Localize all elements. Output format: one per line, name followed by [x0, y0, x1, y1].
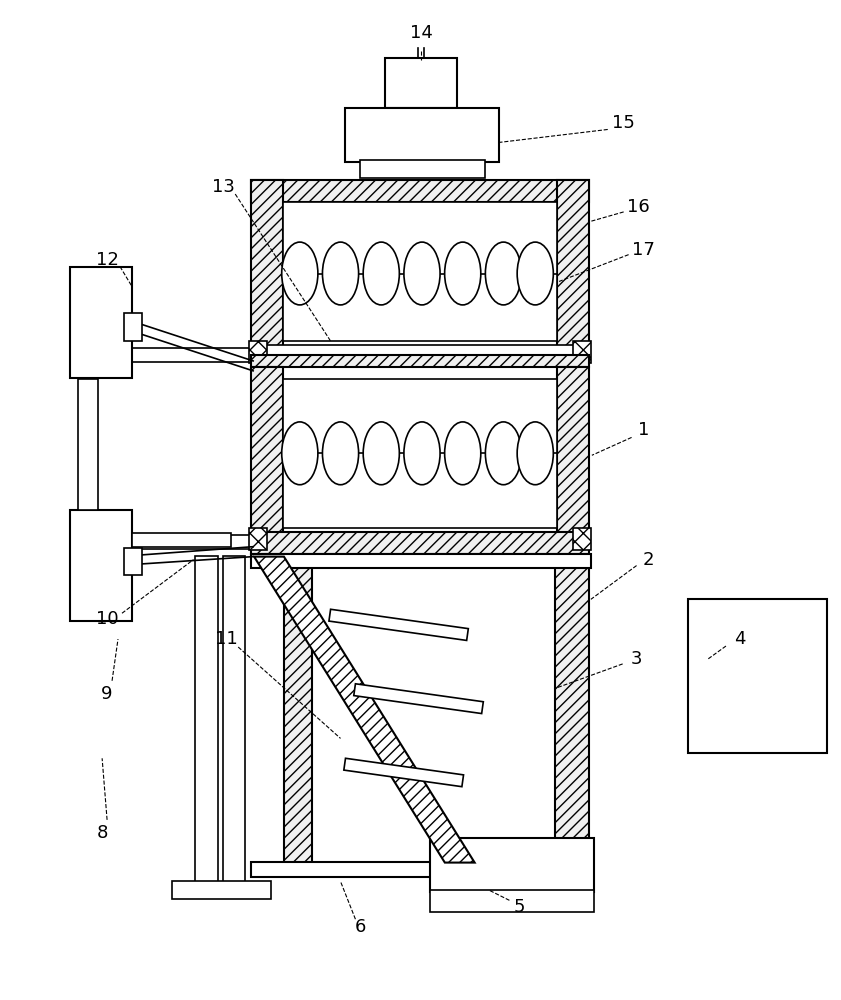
Text: 12: 12 — [96, 251, 119, 269]
Bar — [251, 180, 283, 347]
Bar — [194, 556, 219, 883]
Text: 15: 15 — [612, 114, 635, 132]
Bar — [557, 367, 589, 534]
Ellipse shape — [282, 422, 318, 485]
Bar — [132, 535, 251, 549]
Bar — [251, 355, 589, 367]
Ellipse shape — [322, 242, 358, 305]
Polygon shape — [329, 609, 468, 640]
Bar — [71, 267, 132, 378]
Text: 5: 5 — [514, 898, 525, 916]
Text: 10: 10 — [96, 610, 119, 628]
Bar — [573, 341, 591, 363]
Text: 11: 11 — [215, 630, 238, 648]
Bar — [224, 556, 246, 883]
Ellipse shape — [404, 242, 440, 305]
Ellipse shape — [363, 422, 399, 485]
Bar — [361, 160, 484, 178]
Bar — [172, 881, 271, 899]
Bar — [283, 202, 557, 341]
Bar — [124, 313, 142, 341]
Bar — [132, 533, 231, 547]
Bar — [555, 556, 589, 864]
Polygon shape — [344, 758, 463, 787]
Bar — [688, 599, 828, 753]
Bar — [251, 367, 283, 534]
Ellipse shape — [517, 422, 553, 485]
Bar — [251, 862, 591, 877]
Bar — [430, 838, 594, 892]
Ellipse shape — [282, 242, 318, 305]
Ellipse shape — [517, 242, 553, 305]
Ellipse shape — [485, 422, 521, 485]
Ellipse shape — [445, 422, 481, 485]
Text: 14: 14 — [410, 24, 432, 42]
Text: 1: 1 — [637, 421, 649, 439]
Bar — [573, 528, 591, 550]
Text: 9: 9 — [101, 685, 113, 703]
Polygon shape — [254, 557, 474, 863]
Polygon shape — [354, 684, 484, 714]
Text: 2: 2 — [643, 551, 654, 569]
Bar — [430, 890, 594, 912]
Bar — [249, 528, 267, 550]
Text: 4: 4 — [734, 630, 746, 648]
Text: 3: 3 — [631, 650, 643, 668]
Bar — [284, 556, 312, 864]
Bar — [124, 548, 142, 575]
Bar — [71, 510, 132, 621]
Bar — [78, 379, 98, 510]
Text: 13: 13 — [212, 178, 235, 196]
Bar — [249, 341, 267, 363]
Bar — [251, 554, 591, 568]
Text: 8: 8 — [97, 824, 108, 842]
Ellipse shape — [404, 422, 440, 485]
Text: 16: 16 — [627, 198, 650, 216]
Bar — [251, 345, 589, 355]
Bar — [132, 348, 251, 362]
Ellipse shape — [363, 242, 399, 305]
Text: 17: 17 — [632, 241, 655, 259]
Bar — [557, 180, 589, 347]
Ellipse shape — [322, 422, 358, 485]
Bar — [283, 379, 557, 528]
Bar — [251, 532, 589, 554]
Bar — [251, 180, 589, 202]
Ellipse shape — [485, 242, 521, 305]
Bar — [346, 108, 500, 162]
Ellipse shape — [445, 242, 481, 305]
Bar — [385, 58, 457, 108]
Text: 6: 6 — [355, 918, 366, 936]
